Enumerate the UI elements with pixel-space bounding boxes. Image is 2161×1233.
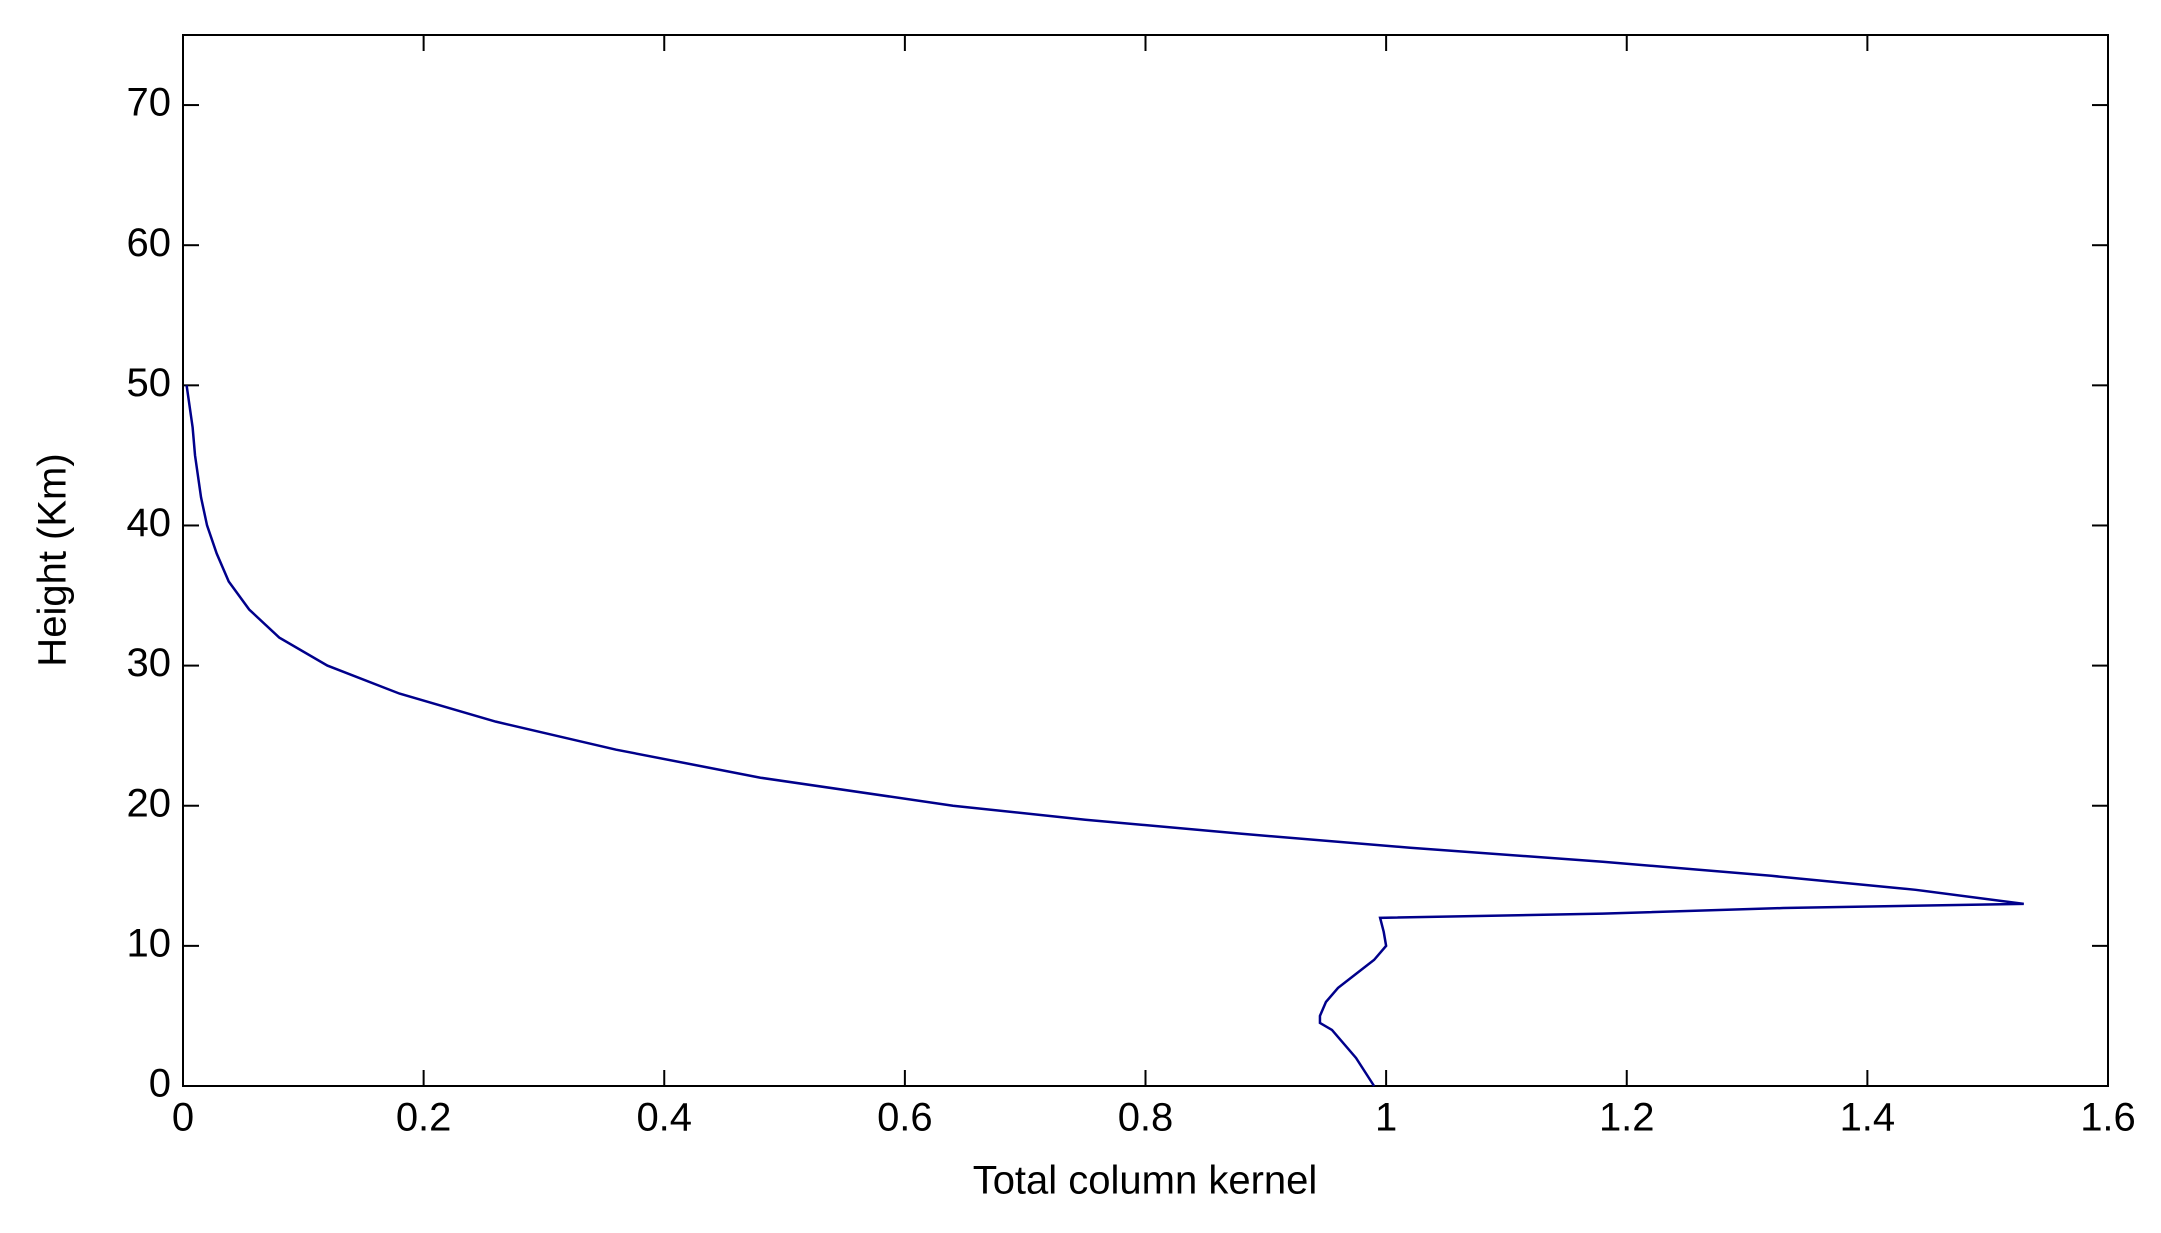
y-axis-label: Height (Km) — [31, 453, 75, 666]
y-tick-label: 30 — [127, 641, 172, 685]
x-axis-label: Total column kernel — [973, 1159, 1318, 1203]
x-tick-label: 1.4 — [1840, 1096, 1896, 1140]
x-tick-label: 0 — [172, 1096, 194, 1140]
data-line — [185, 385, 2024, 1087]
y-tick-label: 70 — [127, 81, 172, 125]
x-tick-label: 1 — [1375, 1096, 1397, 1140]
y-tick-label: 40 — [127, 501, 172, 545]
y-tick-label: 0 — [149, 1062, 171, 1106]
x-tick-label: 0.6 — [877, 1096, 933, 1140]
y-tick-label: 10 — [127, 921, 172, 965]
x-tick-label: 1.2 — [1599, 1096, 1655, 1140]
x-tick-label: 0.8 — [1118, 1096, 1174, 1140]
plot-frame — [182, 34, 2109, 1087]
x-tick-label: 0.4 — [636, 1096, 692, 1140]
y-tick-label: 50 — [127, 361, 172, 405]
x-tick-label: 1.6 — [2080, 1096, 2136, 1140]
x-tick-label: 0.2 — [396, 1096, 452, 1140]
y-tick-label: 20 — [127, 781, 172, 825]
y-tick-label: 60 — [127, 221, 172, 265]
